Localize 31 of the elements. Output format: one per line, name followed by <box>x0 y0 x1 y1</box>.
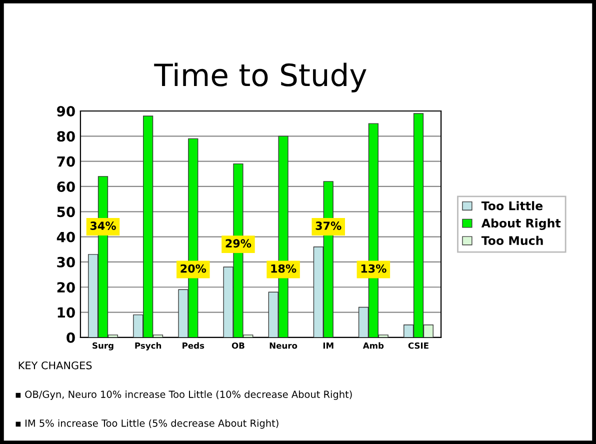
chart-title: Time to Study <box>154 62 366 92</box>
x-tick-label: Surg <box>92 342 114 350</box>
y-tick-label: 60 <box>57 181 75 192</box>
y-tick-label: 30 <box>57 256 75 268</box>
x-tick-label: Amb <box>362 342 384 349</box>
legend-label: Too Much <box>481 236 543 246</box>
x-tick-label: Peds <box>182 342 204 349</box>
x-tick-label: IM <box>323 342 334 349</box>
y-tick-label: 50 <box>57 206 75 218</box>
annotation: 37% <box>316 222 342 230</box>
x-tick-label: Psych <box>135 342 162 350</box>
x-tick-label: OB <box>232 342 244 349</box>
y-tick-label: 20 <box>57 282 75 293</box>
annotation: 20% <box>180 264 206 273</box>
text: ▪ OB/Gyn, Neuro 10% increase Too Little (10% decrease About Right) <box>16 390 352 400</box>
y-tick-label: 0 <box>66 332 75 343</box>
annotation: 18% <box>271 264 296 273</box>
annotation: 13% <box>361 264 386 273</box>
y-tick-label: 40 <box>56 232 75 242</box>
y-tick-label: 70 <box>57 156 75 167</box>
annotation: 29% <box>226 239 252 248</box>
y-tick-label: 10 <box>58 307 75 318</box>
x-tick-label: Neuro <box>270 342 298 349</box>
text: KEY CHANGES <box>18 361 92 370</box>
annotation: 34% <box>90 222 116 230</box>
text: ▪ IM 5% increase Too Little (5% decrease About Right) <box>16 419 278 429</box>
y-tick-label: 80 <box>57 131 75 142</box>
y-tick-label: 90 <box>56 106 75 116</box>
x-tick-label: CSIE <box>408 342 428 349</box>
legend-label: About Right <box>481 218 561 230</box>
legend-label: Too Little <box>481 201 543 210</box>
